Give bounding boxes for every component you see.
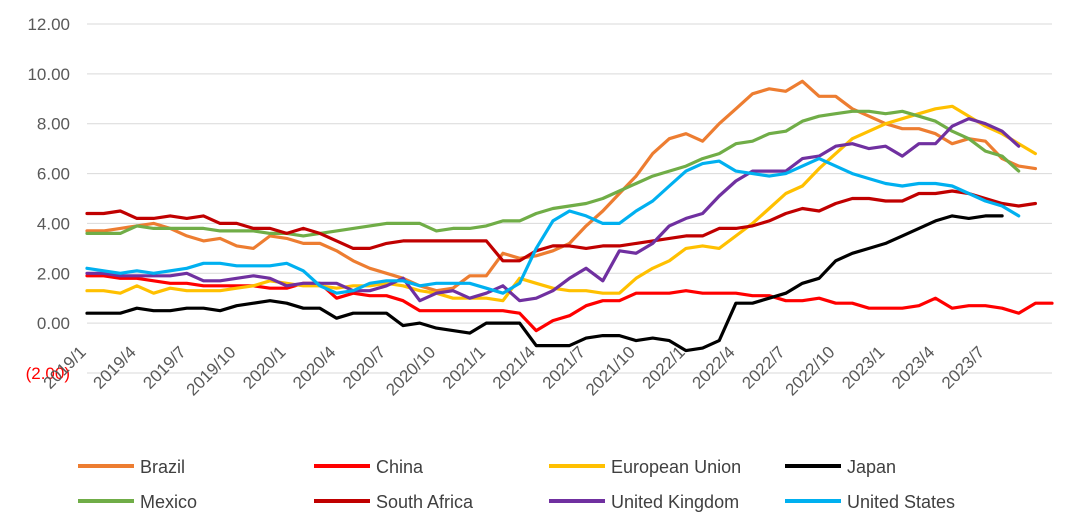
x-tick-label: 2022/1 [639,343,689,393]
y-tick-label: 2.00 [37,264,70,283]
legend-label: Brazil [140,457,185,477]
x-tick-label: 2021/10 [582,343,639,400]
legend-item-brazil: Brazil [78,457,185,477]
x-tick-label: 2023/7 [938,343,988,393]
x-tick-label: 2023/4 [888,343,938,393]
y-tick-label: 4.00 [37,214,70,233]
legend-label: European Union [611,457,741,477]
series-line-china [85,274,1054,333]
x-tick-label: 2020/4 [289,343,339,393]
x-tick-label: 2021/1 [439,343,489,393]
series-line-united-states [85,157,1021,295]
legend-item-united-kingdom: United Kingdom [549,492,739,512]
series-line-japan [85,214,1004,353]
legend: Brazil China European Union Japan Mexico Sout… [78,457,955,512]
legend-item-south-africa: South Africa [314,492,474,512]
x-tick-label: 2020/1 [239,343,289,393]
y-axis-tick-labels: (2.00) 0.00 2.00 4.00 6.00 8.00 10.00 12.00 [26,15,70,383]
y-tick-label: 10.00 [27,65,70,84]
legend-item-japan: Japan [785,457,896,477]
legend-label: Japan [847,457,896,477]
legend-item-china: China [314,457,424,477]
series-line-united-kingdom [85,117,1021,303]
legend-item-united-states: United States [785,492,955,512]
y-tick-label: 6.00 [37,165,70,184]
series-line-south-africa [85,189,1038,263]
legend-label: South Africa [376,492,474,512]
series-lines [85,79,1054,353]
y-tick-label: 12.00 [27,15,70,34]
legend-label: United States [847,492,955,512]
y-tick-label: (2.00) [26,364,70,383]
legend-label: United Kingdom [611,492,739,512]
x-tick-label: 2021/4 [489,343,539,393]
legend-item-mexico: Mexico [78,492,197,512]
x-tick-label: 2019/10 [183,343,240,400]
x-tick-label: 2019/4 [90,343,140,393]
x-tick-label: 2023/1 [838,343,888,393]
x-tick-label: 2020/10 [382,343,439,400]
legend-label: China [376,457,424,477]
y-tick-label: 0.00 [37,314,70,333]
series-line-european-union [85,104,1038,303]
legend-label: Mexico [140,492,197,512]
legend-item-european-union: European Union [549,457,741,477]
x-tick-label: 2022/10 [782,343,839,400]
y-tick-label: 8.00 [37,115,70,134]
gridlines [87,23,1052,374]
series-line-mexico [85,109,1021,238]
